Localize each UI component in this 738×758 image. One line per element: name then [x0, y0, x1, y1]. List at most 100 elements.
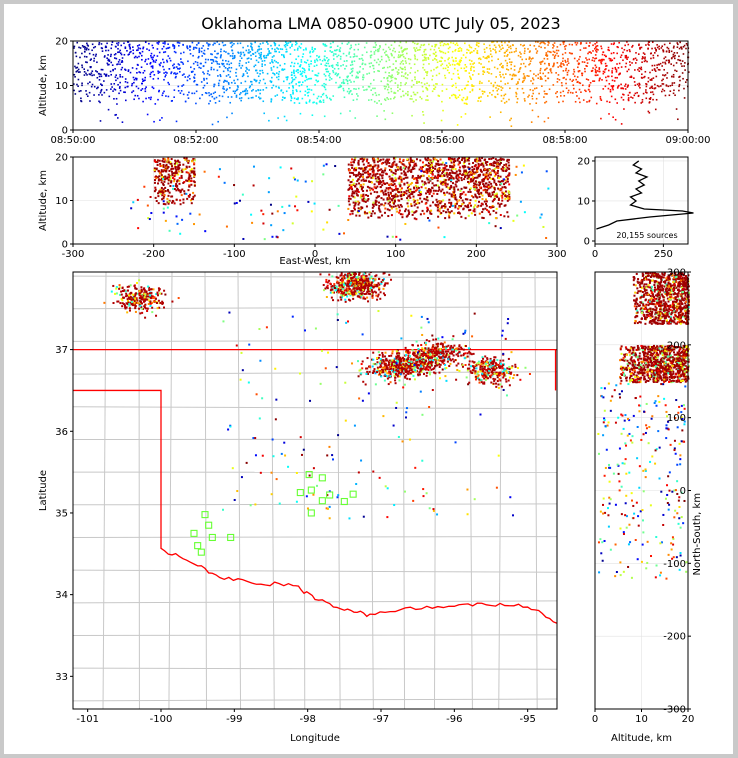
- source-point: [113, 57, 116, 59]
- source-point: [508, 173, 511, 176]
- source-point: [246, 72, 248, 74]
- source-point: [411, 98, 413, 100]
- source-point: [309, 77, 311, 80]
- source-point: [505, 175, 508, 178]
- source-point: [448, 173, 451, 176]
- source-point: [271, 76, 273, 79]
- source-point: [493, 161, 496, 164]
- source-point: [664, 62, 667, 65]
- source-point: [436, 61, 439, 64]
- source-point: [393, 56, 395, 59]
- source-point: [169, 185, 172, 188]
- source-point: [236, 42, 239, 45]
- source-point: [651, 85, 653, 88]
- source-point: [497, 169, 500, 172]
- source-point: [393, 96, 396, 98]
- source-point: [142, 47, 144, 50]
- source-point: [153, 54, 156, 57]
- source-point: [647, 47, 649, 50]
- source-point: [500, 80, 502, 83]
- source-point: [220, 50, 222, 53]
- source-point: [291, 74, 293, 76]
- source-point: [510, 47, 512, 50]
- source-point: [230, 81, 233, 84]
- source-point: [144, 41, 147, 44]
- source-point: [161, 194, 164, 197]
- source-point: [398, 44, 401, 47]
- source-point: [576, 60, 579, 62]
- source-point: [365, 194, 368, 197]
- source-point: [472, 177, 475, 180]
- source-point: [375, 274, 378, 277]
- source-point: [436, 83, 438, 85]
- source-point: [329, 291, 332, 294]
- source-point: [498, 159, 501, 162]
- source-point: [276, 236, 279, 239]
- source-point: [616, 52, 618, 55]
- source-point: [154, 188, 157, 191]
- source-point: [573, 70, 576, 73]
- source-point: [90, 58, 92, 60]
- source-point: [348, 276, 351, 279]
- source-point: [160, 169, 163, 172]
- source-point: [282, 80, 285, 83]
- source-point: [108, 95, 111, 98]
- x-tick-label: 100: [386, 249, 405, 260]
- source-point: [183, 190, 186, 193]
- source-point: [286, 78, 288, 81]
- source-point: [684, 69, 686, 71]
- source-point: [169, 178, 172, 181]
- source-point: [638, 83, 641, 86]
- source-point: [355, 192, 358, 195]
- source-point: [147, 217, 150, 220]
- source-point: [316, 59, 319, 62]
- source-point: [357, 95, 359, 97]
- source-point: [359, 172, 362, 175]
- source-point: [255, 59, 258, 62]
- source-point: [441, 63, 444, 65]
- source-point: [245, 88, 247, 90]
- source-point: [252, 165, 255, 168]
- source-point: [165, 177, 168, 180]
- source-point: [373, 59, 376, 62]
- source-point: [626, 49, 628, 52]
- source-point: [511, 74, 514, 77]
- source-point: [524, 65, 527, 68]
- source-point: [255, 80, 257, 83]
- source-point: [276, 76, 278, 79]
- source-point: [297, 62, 299, 65]
- source-point: [276, 94, 279, 96]
- source-point: [471, 170, 474, 173]
- source-point: [438, 175, 441, 178]
- source-point: [539, 72, 542, 74]
- source-point: [633, 81, 636, 83]
- source-point: [245, 66, 248, 69]
- source-point: [178, 44, 180, 47]
- source-point: [613, 42, 616, 44]
- source-point: [268, 50, 270, 53]
- source-point: [464, 193, 467, 196]
- source-point: [358, 167, 361, 170]
- source-point: [472, 161, 475, 164]
- source-point: [93, 85, 96, 88]
- source-point: [483, 173, 486, 176]
- source-point: [331, 275, 334, 278]
- source-point: [602, 88, 605, 90]
- source-point: [277, 48, 280, 50]
- source-point: [355, 75, 358, 78]
- source-point: [357, 161, 360, 164]
- source-point: [348, 91, 351, 93]
- source-point: [460, 57, 463, 59]
- source-point: [458, 161, 461, 164]
- source-point: [380, 103, 383, 105]
- source-point: [610, 85, 613, 87]
- source-point: [603, 71, 606, 73]
- source-point: [224, 80, 227, 82]
- source-point: [539, 61, 541, 64]
- source-point: [533, 45, 536, 47]
- source-point: [434, 51, 437, 54]
- source-point: [426, 168, 429, 171]
- source-point: [332, 71, 335, 74]
- source-point: [444, 67, 447, 70]
